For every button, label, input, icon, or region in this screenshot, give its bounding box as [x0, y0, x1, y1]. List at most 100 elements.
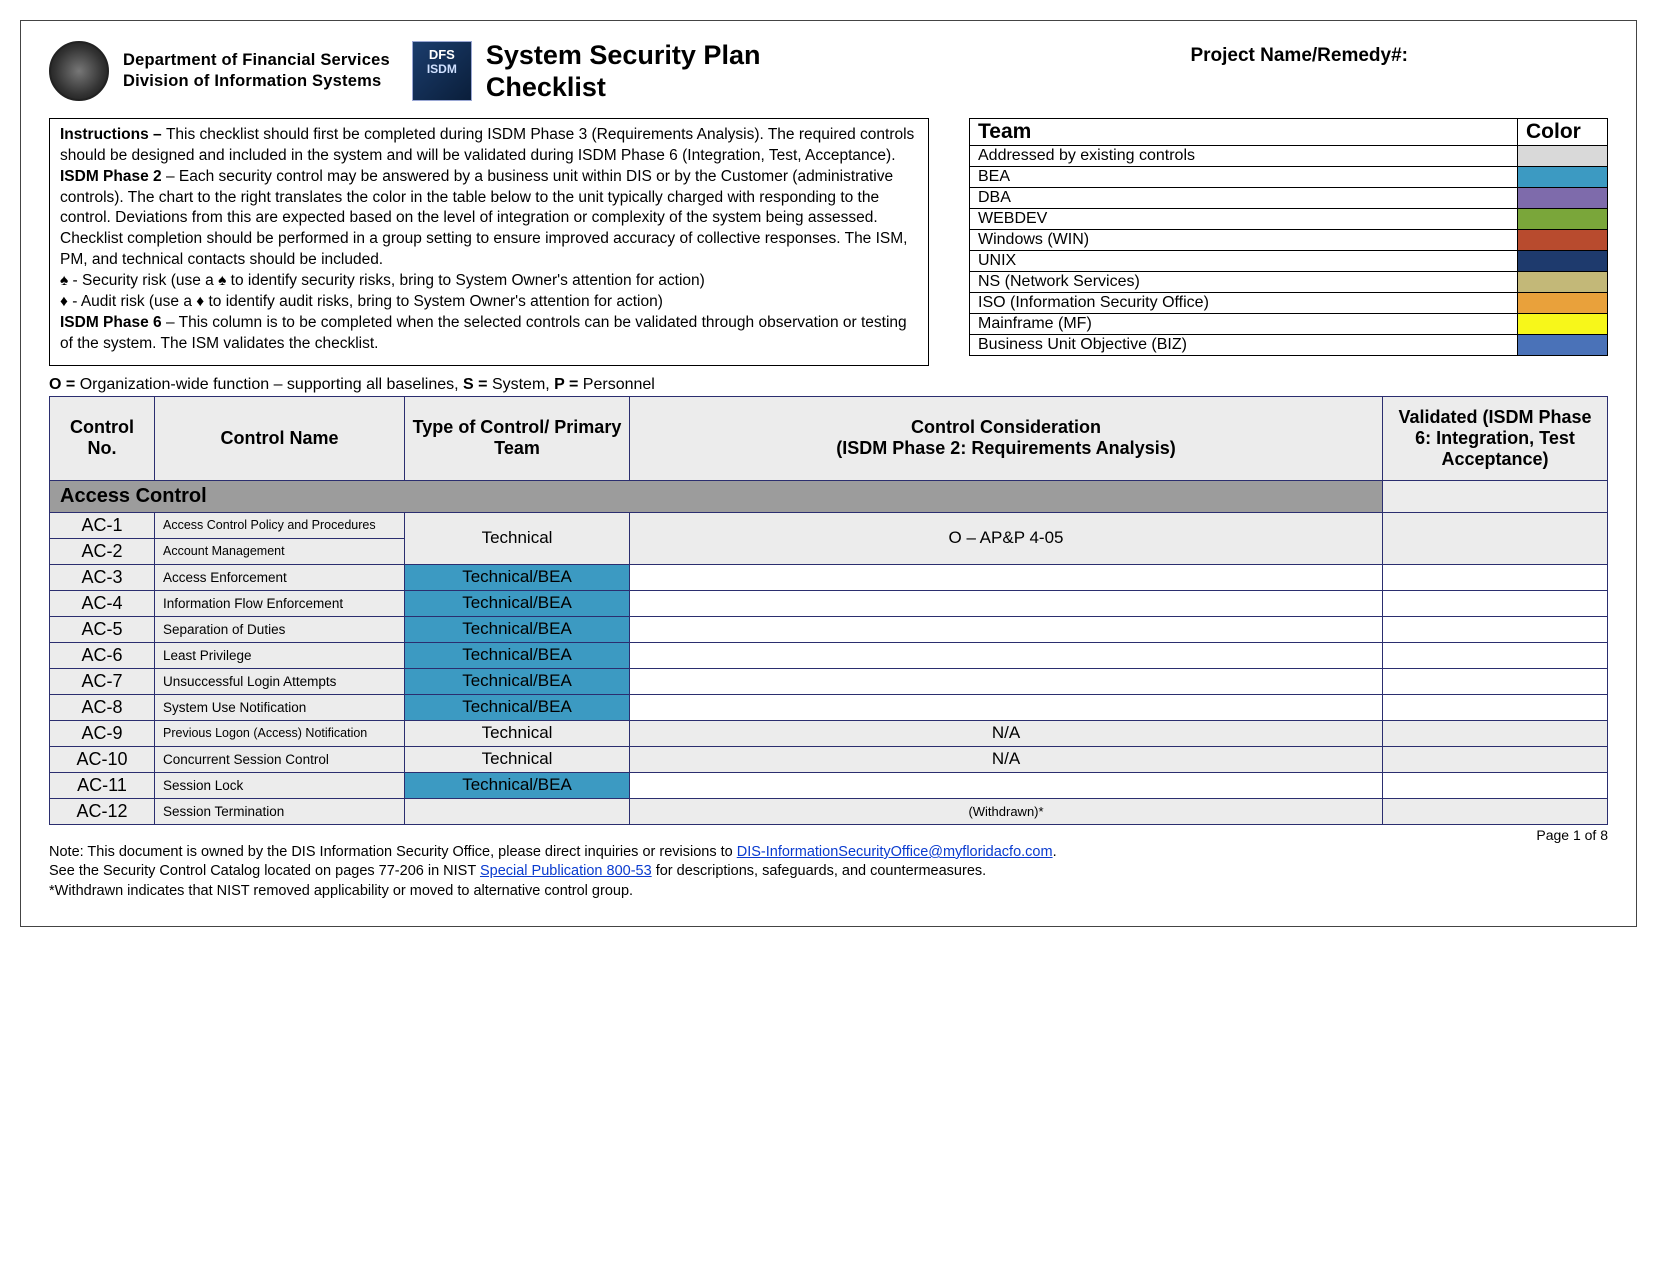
- footnote-l2a: See the Security Control Catalog located…: [49, 863, 480, 879]
- control-consideration: N/A: [630, 720, 1383, 746]
- control-type: [405, 798, 630, 824]
- footnote-email-link[interactable]: DIS-InformationSecurityOffice@myfloridac…: [737, 844, 1053, 860]
- table-row: AC-8System Use NotificationTechnical/BEA: [50, 694, 1608, 720]
- title-line-1: System Security Plan: [486, 39, 761, 71]
- control-validated: [1383, 616, 1608, 642]
- team-name: BEA: [970, 166, 1518, 187]
- control-no: AC-5: [50, 616, 155, 642]
- section-blank: [1383, 480, 1608, 512]
- team-row: UNIX: [970, 250, 1608, 271]
- phase6-text: – This column is to be completed when th…: [60, 314, 907, 352]
- department-block: Department of Financial Services Divisio…: [123, 50, 390, 93]
- team-col-header: Team: [970, 118, 1518, 145]
- control-name: Least Privilege: [155, 642, 405, 668]
- dfs-isdm-logo-icon: DFS ISDM: [412, 41, 472, 101]
- control-name: Access Control Policy and Procedures: [155, 512, 405, 538]
- team-name: NS (Network Services): [970, 271, 1518, 292]
- footnote-nist-link[interactable]: Special Publication 800-53: [480, 863, 652, 879]
- title-line-2: Checklist: [486, 71, 761, 103]
- control-validated: [1383, 720, 1608, 746]
- dept-line-2: Division of Information Systems: [123, 71, 390, 92]
- col-type: Type of Control/ Primary Team: [405, 396, 630, 480]
- control-no: AC-9: [50, 720, 155, 746]
- control-name: Session Termination: [155, 798, 405, 824]
- team-row: NS (Network Services): [970, 271, 1608, 292]
- team-color-swatch: [1518, 271, 1608, 292]
- state-seal-icon: [49, 41, 109, 101]
- control-type: Technical/BEA: [405, 694, 630, 720]
- team-row: DBA: [970, 187, 1608, 208]
- team-color-swatch: [1518, 292, 1608, 313]
- table-row: AC-3Access EnforcementTechnical/BEA: [50, 564, 1608, 590]
- instructions-p1: This checklist should first be completed…: [60, 126, 914, 164]
- instructions-label: Instructions –: [60, 126, 166, 143]
- control-no: AC-8: [50, 694, 155, 720]
- footnote-l3: *Withdrawn indicates that NIST removed a…: [49, 882, 1608, 902]
- control-validated: [1383, 668, 1608, 694]
- team-row: WEBDEV: [970, 208, 1608, 229]
- table-row: AC-1Access Control Policy and Procedures…: [50, 512, 1608, 538]
- control-type: Technical/BEA: [405, 668, 630, 694]
- footnote: Note: This document is owned by the DIS …: [49, 843, 1608, 902]
- control-no: AC-4: [50, 590, 155, 616]
- control-no: AC-12: [50, 798, 155, 824]
- table-row: AC-9Previous Logon (Access) Notification…: [50, 720, 1608, 746]
- page-number: Page 1 of 8: [49, 827, 1608, 843]
- spade-line: ♠ - Security risk (use a ♠ to identify s…: [60, 271, 918, 292]
- header: Department of Financial Services Divisio…: [49, 39, 1608, 104]
- section-title: Access Control: [50, 480, 1383, 512]
- control-no: AC-1: [50, 512, 155, 538]
- control-consideration: (Withdrawn)*: [630, 798, 1383, 824]
- control-name: Separation of Duties: [155, 616, 405, 642]
- project-name-label: Project Name/Remedy#:: [1190, 39, 1608, 67]
- team-color-swatch: [1518, 334, 1608, 355]
- footnote-l1b: .: [1053, 844, 1057, 860]
- control-no: AC-11: [50, 772, 155, 798]
- control-validated: [1383, 772, 1608, 798]
- control-validated: [1383, 798, 1608, 824]
- footnote-l2b: for descriptions, safeguards, and counte…: [652, 863, 986, 879]
- team-color-swatch: [1518, 313, 1608, 334]
- team-name: UNIX: [970, 250, 1518, 271]
- control-name: Access Enforcement: [155, 564, 405, 590]
- team-row: Mainframe (MF): [970, 313, 1608, 334]
- control-no: AC-10: [50, 746, 155, 772]
- team-color-swatch: [1518, 208, 1608, 229]
- control-consideration: N/A: [630, 746, 1383, 772]
- team-color-swatch: [1518, 229, 1608, 250]
- team-color-swatch: [1518, 187, 1608, 208]
- control-validated: [1383, 746, 1608, 772]
- team-name: Windows (WIN): [970, 229, 1518, 250]
- team-row: Addressed by existing controls: [970, 145, 1608, 166]
- control-type: Technical/BEA: [405, 642, 630, 668]
- top-grid: Instructions – This checklist should fir…: [49, 118, 1608, 366]
- control-no: AC-7: [50, 668, 155, 694]
- table-row: AC-12Session Termination (Withdrawn)*: [50, 798, 1608, 824]
- phase2-label: ISDM Phase 2: [60, 168, 162, 185]
- team-name: DBA: [970, 187, 1518, 208]
- control-name: Information Flow Enforcement: [155, 590, 405, 616]
- dfs-logo-text-1: DFS: [429, 48, 455, 61]
- control-type: Technical: [405, 746, 630, 772]
- control-consideration: [630, 694, 1383, 720]
- team-row: BEA: [970, 166, 1608, 187]
- section-row: Access Control: [50, 480, 1608, 512]
- control-name: Account Management: [155, 538, 405, 564]
- team-row: ISO (Information Security Office): [970, 292, 1608, 313]
- team-name: ISO (Information Security Office): [970, 292, 1518, 313]
- col-validated: Validated (ISDM Phase 6: Integration, Te…: [1383, 396, 1608, 480]
- table-row: AC-4Information Flow EnforcementTechnica…: [50, 590, 1608, 616]
- control-validated: [1383, 694, 1608, 720]
- control-no: AC-2: [50, 538, 155, 564]
- control-name: System Use Notification: [155, 694, 405, 720]
- diamond-line: ♦ - Audit risk (use a ♦ to identify audi…: [60, 292, 918, 313]
- table-row: AC-6Least PrivilegeTechnical/BEA: [50, 642, 1608, 668]
- control-consideration: [630, 590, 1383, 616]
- team-color-swatch: [1518, 166, 1608, 187]
- team-name: Mainframe (MF): [970, 313, 1518, 334]
- control-type: Technical/BEA: [405, 564, 630, 590]
- team-name: WEBDEV: [970, 208, 1518, 229]
- control-type: Technical/BEA: [405, 590, 630, 616]
- control-consideration: O – AP&P 4-05: [630, 512, 1383, 564]
- phase2-text: – Each security control may be answered …: [60, 168, 907, 269]
